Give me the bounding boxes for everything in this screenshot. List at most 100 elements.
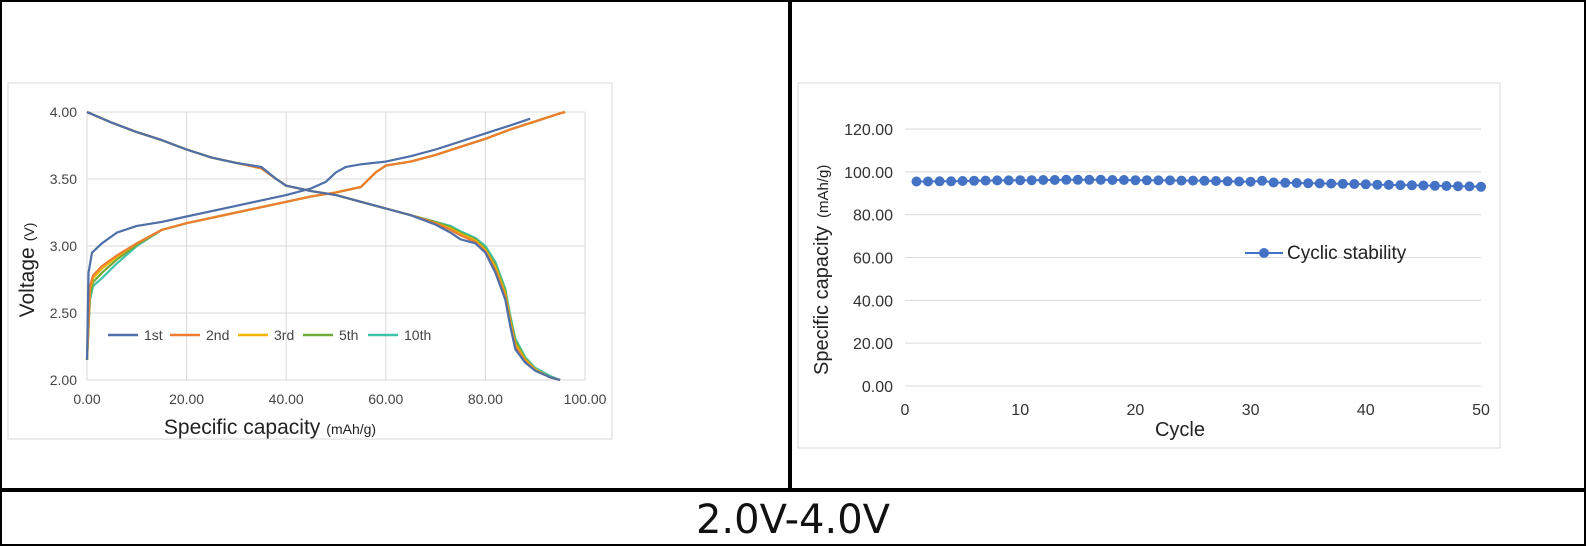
data-point <box>1176 175 1187 186</box>
y-tick-label: 2.50 <box>50 305 77 321</box>
data-point <box>1061 174 1072 185</box>
legend-label-2nd: 2nd <box>206 327 229 343</box>
data-point <box>1234 176 1245 187</box>
data-point <box>1095 174 1106 185</box>
x-tick-labels: 0.00 20.00 40.00 60.00 80.00 100.00 <box>73 391 606 407</box>
y-tick-labels: 0.00 20.00 40.00 60.00 80.00 100.00 120.00 <box>844 122 893 396</box>
y-tick-label: 2.00 <box>50 372 77 388</box>
data-point <box>1429 180 1440 191</box>
y-tick-label: 4.00 <box>50 104 77 120</box>
y-tick-label: 3.00 <box>50 238 77 254</box>
data-point <box>1326 178 1337 189</box>
x-tick-label: 0.00 <box>73 391 100 407</box>
data-point <box>1257 175 1268 186</box>
x-tick-label: 0 <box>901 402 910 419</box>
x-tick-label: 60.00 <box>368 391 403 407</box>
x-tick-label: 20.00 <box>169 391 204 407</box>
legend: Cyclic stability <box>1245 243 1407 264</box>
y-tick-labels: 2.00 2.50 3.00 3.50 4.00 <box>50 104 77 388</box>
x-axis-title: Specific capacity (mAh/g) <box>164 416 376 439</box>
data-point <box>1130 175 1141 186</box>
legend-label-5th: 5th <box>339 327 358 343</box>
data-point <box>1303 178 1314 189</box>
legend-label-3rd: 3rd <box>274 327 294 343</box>
data-point <box>1395 180 1406 191</box>
data-point <box>1464 181 1475 192</box>
discharge-line-1st <box>86 110 561 382</box>
data-point <box>1383 179 1394 190</box>
data-point <box>1153 175 1164 186</box>
x-tick-label: 40 <box>1357 402 1375 419</box>
cycle-stability-chart: 0.00 20.00 40.00 60.00 80.00 100.00 120.00 0 10… <box>797 82 1501 449</box>
data-point <box>1211 176 1221 186</box>
data-point <box>1337 178 1348 189</box>
x-tick-labels: 0 10 20 30 40 50 <box>901 402 1490 419</box>
x-axis-unit: (mAh/g) <box>326 421 376 437</box>
x-tick-label: 100.00 <box>564 391 607 407</box>
data-point <box>1245 176 1256 187</box>
data-point <box>1107 175 1118 185</box>
chart-area-border <box>797 82 1501 449</box>
x-tick-label: 20 <box>1127 402 1145 419</box>
x-tick-label: 10 <box>1011 402 1029 419</box>
data-point <box>992 175 1003 186</box>
legend-label-1st: 1st <box>144 327 163 343</box>
data-point <box>957 176 968 186</box>
data-point <box>1268 177 1279 188</box>
y-axis-label: Voltage <box>16 247 39 317</box>
data-point <box>1026 175 1037 186</box>
data-point <box>969 175 980 186</box>
data-point <box>1199 175 1210 186</box>
series-lines <box>85 110 566 382</box>
data-point <box>1188 175 1198 186</box>
data-point <box>1038 175 1049 185</box>
y-axis-unit: (V) <box>21 223 37 242</box>
gridlines <box>905 128 1481 387</box>
y-axis-title: Voltage (V) <box>16 223 39 318</box>
legend-label: Cyclic stability <box>1287 243 1407 264</box>
legend-label-10th: 10th <box>404 327 431 343</box>
voltage-profile-chart: 2.00 2.50 3.00 3.50 4.00 0.00 20.00 40.00 60.00… <box>7 82 613 440</box>
y-tick-label: 40.00 <box>853 293 893 310</box>
chart-area-border <box>7 82 613 440</box>
x-axis-label: Specific capacity <box>164 416 321 439</box>
data-point <box>1314 178 1325 189</box>
x-tick-label: 40.00 <box>269 391 304 407</box>
data-point <box>1015 175 1026 186</box>
y-tick-label: 20.00 <box>853 336 893 353</box>
data-point <box>1406 180 1417 191</box>
y-tick-label: 100.00 <box>844 165 893 182</box>
data-point <box>934 176 945 187</box>
data-point <box>1118 175 1129 185</box>
legend: 1st 2nd 3rd 5th 10th <box>108 327 431 343</box>
data-point <box>1476 181 1486 192</box>
legend-swatch-marker <box>1259 248 1269 258</box>
x-axis-title: Cycle <box>1155 419 1205 441</box>
x-tick-label: 30 <box>1242 402 1260 419</box>
data-point <box>1360 179 1371 190</box>
y-axis-title: Specific capacity (mAh/g) <box>811 165 833 375</box>
data-point <box>1141 175 1152 186</box>
charge-line-2nd <box>85 110 566 360</box>
figure-caption: 2.0V-4.0V <box>695 497 891 543</box>
data-point <box>911 176 922 187</box>
y-axis-label: Specific capacity <box>811 226 833 375</box>
data-point <box>1165 175 1175 186</box>
data-point <box>1084 174 1095 185</box>
x-tick-label: 50 <box>1472 402 1490 419</box>
y-tick-label: 80.00 <box>853 208 893 225</box>
data-point <box>1003 175 1014 186</box>
series-markers <box>911 174 1486 192</box>
y-tick-label: 0.00 <box>862 379 893 396</box>
y-tick-label: 120.00 <box>844 122 893 139</box>
data-point <box>1441 181 1452 191</box>
charge-line-1st <box>85 117 531 360</box>
data-point <box>1291 178 1302 188</box>
data-point <box>1453 181 1463 192</box>
data-point <box>1072 174 1083 185</box>
data-point <box>923 176 933 187</box>
data-point <box>980 175 991 186</box>
y-tick-label: 60.00 <box>853 251 893 268</box>
